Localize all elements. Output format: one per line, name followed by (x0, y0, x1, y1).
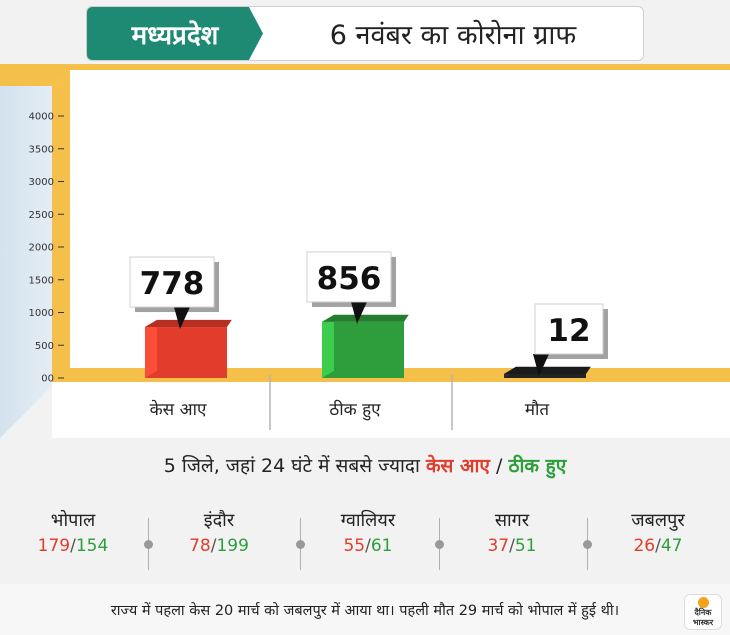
district-value-separator: / (70, 536, 76, 556)
value-label-pointer (533, 354, 549, 376)
bar-side (145, 319, 157, 378)
district-name: ग्वालियर (340, 510, 396, 531)
districts-heading-separator: / (495, 455, 503, 477)
district-divider (296, 518, 305, 570)
logo-line-2: भास्कर (692, 618, 714, 627)
district-recovered: 199 (216, 536, 249, 556)
districts-heading-cases: केस आए (425, 455, 490, 477)
state-name: मध्यप्रदेश (87, 7, 263, 60)
value-label-pointer (174, 307, 190, 330)
district-cases: 78 (189, 536, 211, 556)
district-recovered: 61 (370, 536, 393, 556)
districts-heading-prefix: 5 जिले, जहां 24 घंटे में सबसे ज्यादा (163, 455, 420, 477)
district-recovered: 47 (660, 536, 683, 556)
bar-top (145, 319, 232, 328)
category-panel (52, 382, 730, 438)
footer: राज्य में पहला केस 20 मार्च को जबलपुर मे… (0, 584, 730, 635)
value-label-box (129, 256, 215, 308)
chart-left-frame (52, 70, 70, 386)
district-recovered: 154 (75, 536, 109, 556)
district-cases: 37 (487, 536, 510, 556)
y-axis: 00 500 1000 1500 2000 2500 3000 3500 4000 (29, 112, 64, 385)
district-values: 55/61 (308, 536, 428, 556)
district-value-separator: / (210, 536, 217, 556)
district-values: 37/51 (452, 536, 572, 556)
x-category-label: मौत (525, 399, 550, 420)
district-sagar: सागर 37/51 (452, 508, 572, 556)
y-tick-label: 3500 (29, 144, 54, 155)
y-tick-label: 2500 (29, 210, 54, 221)
district-divider (144, 518, 153, 570)
x-category-label: केस आए (150, 399, 207, 420)
y-tick-label: 500 (35, 341, 54, 352)
district-gwalior: ग्वालियर 55/61 (308, 508, 428, 556)
logo-line-1: दैनिक (694, 608, 712, 617)
bar-top (322, 314, 409, 322)
district-list: भोपाल 179/154 इंदौर 78/199 ग्वालियर 55/6… (0, 508, 730, 572)
footnote: राज्य में पहला केस 20 मार्च को जबलपुर मे… (110, 603, 620, 619)
district-indore: इंदौर 78/199 (159, 508, 279, 556)
district-values: 179/154 (13, 536, 133, 556)
district-name: भोपाल (50, 510, 96, 531)
district-divider (435, 518, 444, 570)
chart-title: 6 नवंबर का कोरोना ग्राफ (329, 20, 577, 51)
district-value-separator: / (655, 536, 661, 556)
district-value-separator: / (365, 536, 371, 556)
district-name: इंदौर (203, 510, 235, 531)
district-values: 78/199 (159, 536, 279, 556)
y-tick-label: 00 (41, 374, 54, 385)
district-name: सागर (494, 510, 530, 531)
districts-heading: 5 जिले, जहां 24 घंटे में सबसे ज्यादा केस… (0, 452, 730, 478)
bar-chart: 00 500 1000 1500 2000 2500 3000 3500 4000 778 856… (0, 64, 730, 438)
bar-top (504, 366, 591, 374)
district-divider (583, 518, 592, 570)
x-category-label: ठीक हुए (329, 399, 381, 421)
bars: 778 856 12 (129, 251, 608, 378)
bar-value-label: 856 (317, 261, 382, 297)
district-cases: 26 (633, 536, 656, 556)
value-label-pointer (351, 301, 367, 324)
district-cases: 55 (343, 536, 366, 556)
y-tick-label: 2000 (29, 243, 54, 254)
bar-value-label: 12 (547, 313, 590, 349)
district-jabalpur: जबलपुर 26/47 (598, 508, 718, 556)
district-value-separator: / (509, 536, 515, 556)
chart-side-wall (0, 64, 52, 438)
y-tick-label: 4000 (29, 112, 54, 123)
district-bhopal: भोपाल 179/154 (13, 508, 133, 556)
y-tick-label: 1500 (29, 275, 54, 286)
bar-value-label: 778 (140, 266, 205, 302)
districts-heading-recovered: ठीक हुए (508, 455, 567, 477)
bar-side (322, 314, 334, 378)
bar (504, 374, 586, 378)
chart-header: मध्यप्रदेश 6 नवंबर का कोरोना ग्राफ (86, 6, 644, 61)
y-tick-label: 1000 (29, 308, 54, 319)
y-tick-label: 3000 (29, 177, 54, 188)
value-label-box (306, 251, 392, 303)
value-label-box (534, 303, 604, 355)
district-cases: 179 (37, 536, 71, 556)
district-values: 26/47 (598, 536, 718, 556)
x-axis: केस आए ठीक हुए मौत (150, 399, 550, 421)
district-recovered: 51 (514, 536, 537, 556)
dainik-bhaskar-logo: दैनिक भास्कर (684, 594, 722, 630)
district-name: जबलपुर (631, 510, 685, 531)
chart-top-rail (0, 64, 730, 86)
bar (322, 321, 404, 378)
bar (145, 327, 227, 378)
